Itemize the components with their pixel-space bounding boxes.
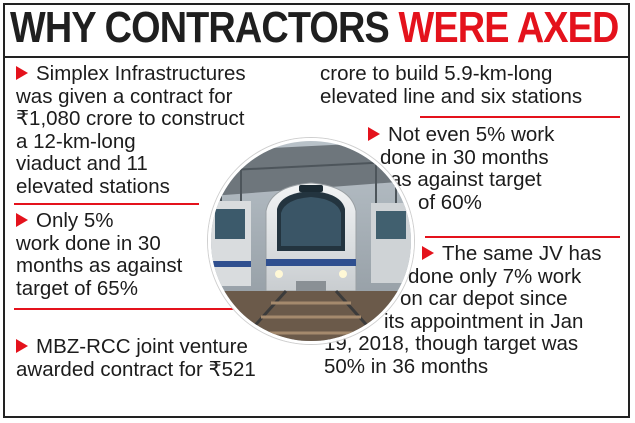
divider-line — [14, 203, 199, 205]
headline-part-1: WHY CONTRACTORS — [10, 3, 390, 52]
divider-line — [425, 236, 620, 238]
arrow-bullet-icon — [368, 127, 380, 141]
arrow-bullet-icon — [16, 213, 28, 227]
headline-part-2: WERE AXED — [398, 3, 619, 52]
divider-line — [14, 308, 284, 310]
arrow-bullet-icon — [16, 339, 28, 353]
point-simplex-progress: Only 5% work done in 30 months as agains… — [16, 209, 183, 300]
point-simplex-contract: Simplex Infrastructures was given a cont… — [16, 62, 246, 198]
point-mbz-progress: Not even 5% work done in 30 months as ag… — [368, 123, 554, 214]
metro-train-photo — [208, 138, 414, 344]
arrow-bullet-icon — [422, 246, 434, 260]
headline: WHY CONTRACTORS WERE AXED — [10, 2, 619, 54]
arrow-bullet-icon — [16, 66, 28, 80]
infographic-frame — [3, 3, 630, 418]
divider-line — [420, 116, 620, 118]
point-car-depot: The same JV has done only 7% work on car… — [324, 242, 602, 378]
point-mbz-contract-continued: crore to build 5.9-km-long elevated line… — [320, 62, 583, 108]
headline-rule — [3, 56, 630, 58]
metro-train-icon — [211, 141, 411, 341]
point-mbz-contract: MBZ-RCC joint venture awarded contract f… — [16, 335, 256, 381]
